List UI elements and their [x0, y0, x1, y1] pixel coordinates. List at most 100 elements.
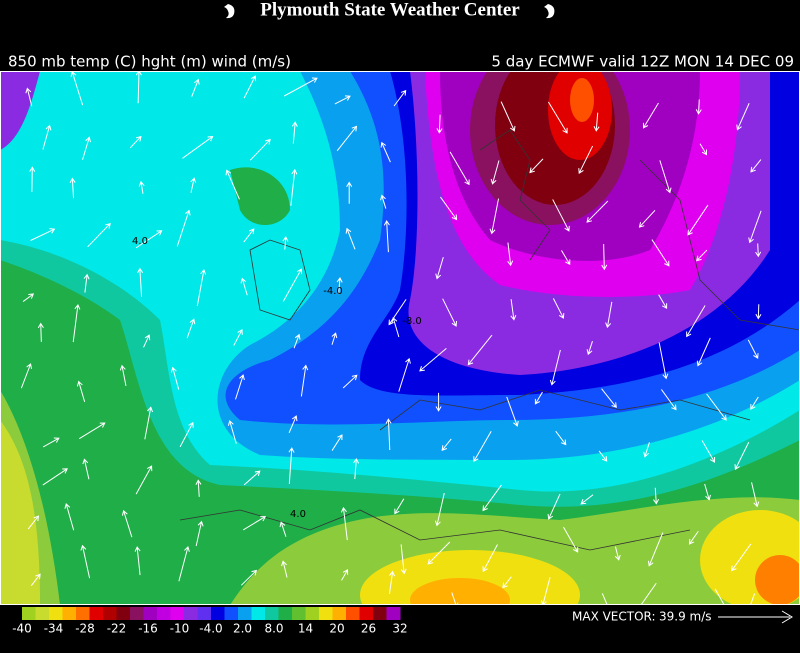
scale-swatch [224, 607, 239, 620]
wind-vector [72, 303, 81, 343]
scale-label: -22 [107, 622, 127, 636]
wind-vector [736, 103, 750, 131]
wind-vector [176, 209, 191, 247]
contour-label: -8.0 [402, 316, 422, 327]
wind-vector [660, 389, 677, 411]
scale-swatch [332, 607, 347, 620]
wind-vector [20, 363, 32, 389]
wind-vector [605, 301, 613, 329]
scale-swatch [251, 607, 266, 620]
temp-area [230, 167, 290, 225]
wind-vector [293, 333, 301, 349]
wind-vector [552, 298, 565, 319]
wind-vector [601, 593, 611, 605]
wind-vector [734, 442, 750, 471]
scale-swatch [130, 607, 144, 620]
wind-vector [135, 465, 153, 495]
wind-vector [642, 102, 659, 129]
wind-vector [435, 392, 442, 412]
wind-vector [750, 159, 762, 173]
wind-vector [400, 544, 407, 575]
wind-vector [510, 299, 517, 321]
wind-vector [178, 546, 190, 582]
scale-label: -16 [138, 622, 158, 636]
wind-vector [473, 431, 492, 463]
scale-swatch [278, 607, 293, 620]
wind-vector [290, 168, 298, 206]
wind-vector [578, 145, 594, 174]
wind-vector [658, 342, 669, 380]
contour-labels: 4.0 -4.0 -8.0 4.0 [132, 236, 422, 520]
wind-vector [394, 498, 405, 515]
wind-vector [288, 447, 295, 485]
wind-vector [121, 509, 133, 538]
coastline [479, 129, 551, 261]
scale-swatch [373, 607, 387, 620]
logo-icon [224, 4, 235, 19]
wind-vector [37, 322, 44, 342]
wind-vector [179, 421, 194, 448]
wind-vector [243, 470, 261, 486]
wind-vector [78, 422, 106, 440]
scale-label: 32 [392, 622, 407, 636]
wind-vector [586, 341, 593, 356]
scale-label: 20 [329, 622, 344, 636]
wind-vector [233, 328, 243, 346]
scale-label: 8.0 [264, 622, 283, 636]
scale-label: 14 [298, 622, 313, 636]
wind-vector [42, 437, 60, 448]
wind-vector [30, 573, 41, 587]
wind-vector [76, 380, 86, 403]
wind-vector [383, 219, 390, 253]
scale-swatch [359, 607, 374, 620]
scale-swatch [319, 607, 333, 620]
max-vector-arrow [718, 610, 793, 624]
scale-swatch [143, 607, 158, 620]
wind-vector [593, 112, 600, 132]
contour-label: 4.0 [132, 236, 148, 247]
wind-vector [129, 135, 142, 149]
wind-vector [695, 99, 702, 115]
logo-icon [544, 4, 555, 19]
wind-vector [749, 593, 756, 605]
wind-vector [137, 267, 144, 297]
wind-vector [651, 239, 670, 267]
scale-label: -10 [170, 622, 190, 636]
temp-area [0, 420, 40, 605]
scale-swatch [346, 607, 360, 620]
temp-area [570, 78, 594, 122]
wind-vector [467, 334, 493, 366]
wind-vector [490, 160, 500, 185]
wind-vector [279, 521, 287, 537]
coastline [379, 389, 751, 431]
scale-swatch [49, 607, 63, 620]
left-label: 850 mb temp (C) hght (m) wind (m/s) [8, 53, 291, 71]
wind-vector [138, 180, 145, 194]
wind-vector [696, 249, 708, 262]
scale-swatch [197, 607, 212, 620]
wind-vector [42, 468, 68, 486]
wind-vector [340, 506, 348, 541]
wind-vector [731, 543, 752, 572]
wind-vector [755, 304, 762, 320]
wind-vector [42, 124, 52, 150]
wind-vector [601, 388, 617, 409]
scale-swatch [35, 607, 50, 620]
wind-vector [119, 364, 127, 386]
wind-vector [346, 181, 353, 204]
scale-swatch [62, 607, 77, 620]
wind-vector [748, 210, 762, 244]
wind-vector [353, 457, 360, 480]
wind-vector [688, 530, 699, 545]
scale-swatch [211, 607, 225, 620]
wind-vector [643, 442, 650, 458]
wind-vectors [20, 71, 762, 605]
wind-vector [750, 396, 759, 410]
contour-label: -4.0 [323, 286, 343, 297]
scale-swatch [22, 607, 36, 620]
wind-vector [243, 228, 255, 243]
title: Plymouth State Weather Center [260, 0, 520, 20]
wind-vector [249, 138, 271, 161]
scale-swatch [170, 607, 185, 620]
wind-vector [653, 487, 660, 505]
